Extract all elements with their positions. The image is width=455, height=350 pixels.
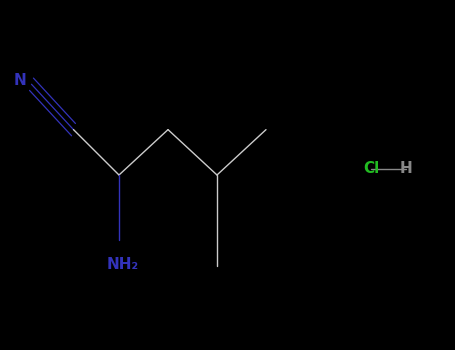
Text: N: N [14, 73, 26, 88]
Text: NH₂: NH₂ [106, 257, 139, 272]
Text: H: H [399, 161, 412, 176]
Text: Cl: Cl [363, 161, 379, 176]
